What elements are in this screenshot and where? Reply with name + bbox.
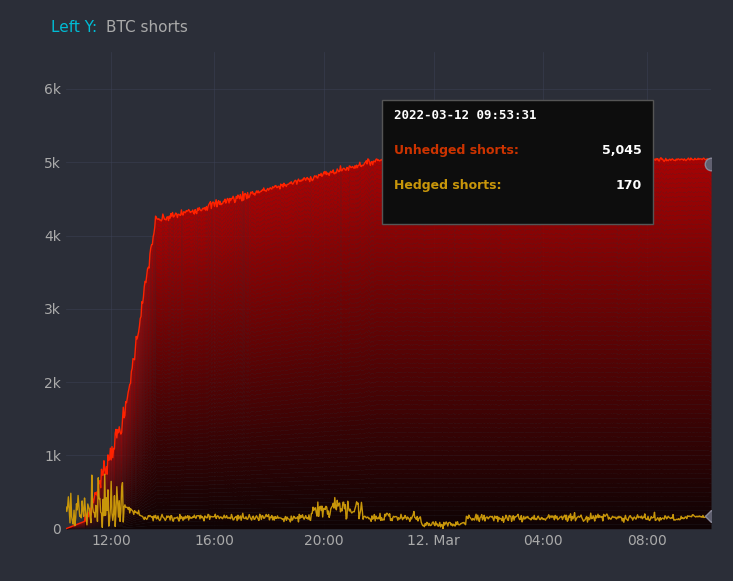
Text: 5,045: 5,045 — [602, 144, 641, 157]
Text: Hedged shorts:: Hedged shorts: — [394, 180, 501, 192]
Text: Unhedged shorts:: Unhedged shorts: — [394, 144, 518, 157]
Text: 2022-03-12 09:53:31: 2022-03-12 09:53:31 — [394, 109, 536, 121]
Text: BTC shorts: BTC shorts — [106, 20, 188, 35]
Text: 170: 170 — [615, 180, 641, 192]
FancyBboxPatch shape — [382, 100, 653, 224]
Text: Left Y:: Left Y: — [51, 20, 97, 35]
